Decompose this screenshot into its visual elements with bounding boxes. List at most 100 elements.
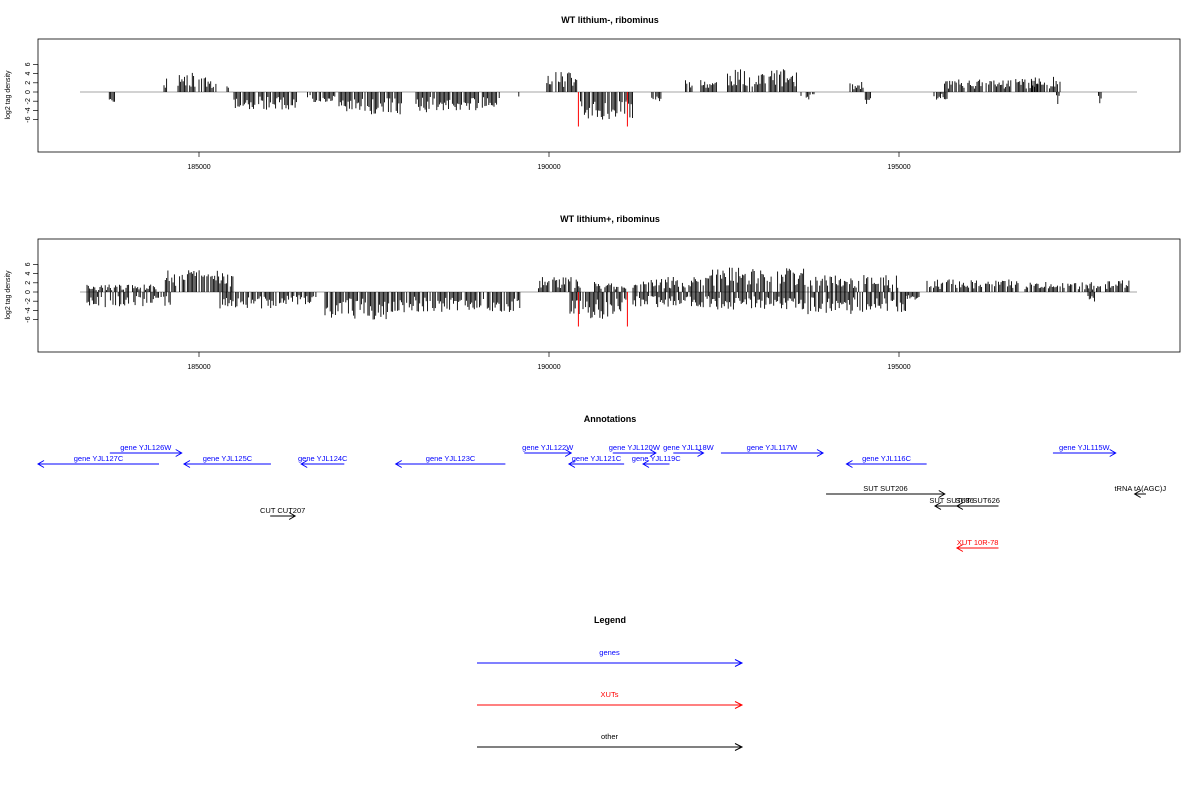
y-axis-label: log2 tag density xyxy=(5,70,12,120)
y-tick-label: -4 xyxy=(25,307,32,313)
feature-label: gene YJL123C xyxy=(426,454,476,463)
feature-label: gene YJL124C xyxy=(298,454,348,463)
y-tick-label: -4 xyxy=(25,107,32,113)
arrow-head xyxy=(37,460,45,468)
x-tick-label: 195000 xyxy=(887,364,910,371)
x-axis: 185000 190000 195000 xyxy=(187,152,911,171)
feature-gene-yjl122w: gene YJL122W xyxy=(522,443,574,457)
arrow-head xyxy=(300,460,308,468)
feature-gene-yjl126w: gene YJL126W xyxy=(109,443,183,457)
feature-sut-sut626: SUT SUT626 xyxy=(955,496,1000,510)
feature-label: gene YJL116C xyxy=(862,454,912,463)
arrow-head xyxy=(955,502,964,510)
feature-gene-yjl115w: gene YJL115W xyxy=(1052,443,1117,457)
legend-item-genes: genes xyxy=(477,648,744,667)
annotations-title: Annotations xyxy=(584,414,637,424)
arrow-head xyxy=(288,512,297,520)
feature-label: gene YJL127C xyxy=(74,454,124,463)
x-tick-label: 185000 xyxy=(187,364,210,371)
feature-trna-ta-agc-j: tRNA tA(AGC)J xyxy=(1114,484,1166,498)
y-tick-label: 6 xyxy=(25,262,32,266)
y-tick-label: 2 xyxy=(25,81,32,85)
x-tick-label: 190000 xyxy=(537,364,560,371)
y-axis: -6 -4 -2 0 2 4 6 xyxy=(25,262,39,323)
feature-label: gene YJL126W xyxy=(120,443,172,452)
arrow-head xyxy=(697,449,705,457)
feature-label: gene YJL122W xyxy=(522,443,574,452)
legend: Legend genes XUTs other xyxy=(477,615,744,751)
feature-label: XUT 10R-78 xyxy=(957,538,999,547)
track-title: WT lithium+, ribominus xyxy=(560,214,660,224)
arrow-head xyxy=(938,490,946,498)
arrow-head xyxy=(845,460,853,468)
feature-label: CUT CUT207 xyxy=(260,506,305,515)
y-tick-label: 0 xyxy=(25,90,32,94)
bar-series xyxy=(108,69,1102,120)
arrow-head xyxy=(175,449,183,457)
arrow-head xyxy=(1109,449,1117,457)
legend-arrow xyxy=(734,743,744,751)
arrow-head xyxy=(642,460,650,468)
y-tick-label: 4 xyxy=(25,272,32,276)
y-tick-label: -2 xyxy=(25,298,32,304)
legend-items: genes XUTs other xyxy=(477,648,744,751)
y-tick-label: -6 xyxy=(25,316,32,322)
bar-series xyxy=(86,267,1130,320)
feature-gene-yjl120w: gene YJL120W xyxy=(609,443,661,457)
legend-item-XUTs: XUTs xyxy=(477,690,744,709)
y-tick-label: -6 xyxy=(25,116,32,122)
feature-label: gene YJL118W xyxy=(663,443,715,452)
y-axis-label: log2 tag density xyxy=(5,270,12,320)
plot-frame xyxy=(37,238,1181,353)
y-tick-label: 0 xyxy=(25,290,32,294)
track-lithium-plus: WT lithium+, ribominus log2 tag density … xyxy=(5,214,1181,371)
x-axis: 185000 190000 195000 xyxy=(187,352,911,371)
feature-track: gene YJL127C gene YJL126W gene YJL125C gene… xyxy=(37,443,1166,552)
x-tick-label: 185000 xyxy=(187,164,210,171)
highlight-marks xyxy=(577,292,628,327)
feature-label: tRNA tA(AGC)J xyxy=(1114,484,1166,493)
y-tick-label: 4 xyxy=(25,72,32,76)
y-axis: -6 -4 -2 0 2 4 6 xyxy=(25,62,39,123)
feature-gene-yjl116c: gene YJL116C xyxy=(845,454,927,468)
legend-arrow xyxy=(734,659,744,667)
feature-xut-10r-78: XUT 10R-78 xyxy=(955,538,999,552)
track-title: WT lithium-, ribominus xyxy=(561,15,659,25)
feature-gene-yjl118w: gene YJL118W xyxy=(663,443,715,457)
legend-label: other xyxy=(601,732,619,741)
arrow-head xyxy=(955,544,964,552)
arrow-head xyxy=(567,460,576,468)
feature-cut-cut207: CUT CUT207 xyxy=(260,506,305,520)
feature-label: SUT SUT626 xyxy=(955,496,999,505)
feature-sut-sut206: SUT SUT206 xyxy=(826,484,946,498)
feature-label: SUT SUT206 xyxy=(863,484,907,493)
x-tick-label: 195000 xyxy=(887,164,910,171)
legend-item-other: other xyxy=(477,732,744,751)
highlight-marks xyxy=(577,92,628,127)
track-lithium-minus: WT lithium-, ribominus log2 tag density … xyxy=(5,15,1181,171)
feature-label: gene YJL125C xyxy=(203,454,253,463)
legend-label: XUTs xyxy=(601,690,619,699)
feature-label: gene YJL121C xyxy=(572,454,622,463)
legend-title: Legend xyxy=(594,615,626,625)
y-tick-label: 6 xyxy=(25,62,32,66)
feature-gene-yjl125c: gene YJL125C xyxy=(182,454,271,468)
x-tick-label: 190000 xyxy=(537,164,560,171)
feature-label: gene YJL120W xyxy=(609,443,661,452)
y-tick-label: 2 xyxy=(25,281,32,285)
feature-gene-yjl124c: gene YJL124C xyxy=(298,454,348,468)
feature-label: SUT SUT686 xyxy=(929,496,973,505)
arrow-head xyxy=(816,449,825,457)
feature-label: gene YJL117W xyxy=(747,443,799,452)
legend-arrow xyxy=(734,701,744,709)
feature-label: gene YJL119C xyxy=(632,454,682,463)
arrow-head xyxy=(649,449,657,457)
arrow-head xyxy=(394,460,402,468)
feature-gene-yjl127c: gene YJL127C xyxy=(37,454,160,468)
feature-gene-yjl121c: gene YJL121C xyxy=(567,454,625,468)
feature-gene-yjl119c: gene YJL119C xyxy=(632,454,682,468)
arrow-head xyxy=(564,449,573,457)
feature-gene-yjl117w: gene YJL117W xyxy=(720,443,825,457)
